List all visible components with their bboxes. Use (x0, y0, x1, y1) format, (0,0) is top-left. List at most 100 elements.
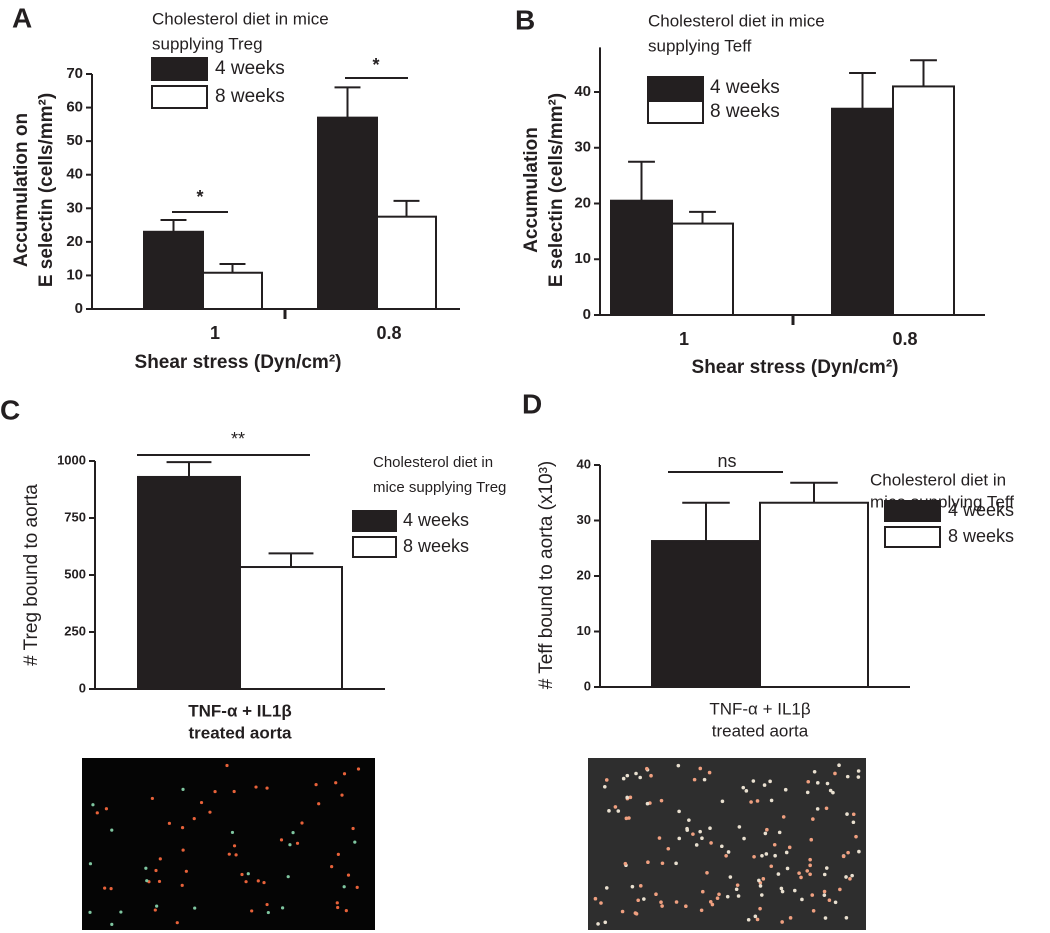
cell-dot (353, 840, 357, 844)
panel-letter: C (0, 394, 20, 425)
cell-dot (154, 868, 158, 873)
cell-dot (158, 857, 162, 861)
cell-dot (822, 872, 827, 877)
cell-dot (736, 894, 741, 898)
y-tick-label: 750 (64, 509, 86, 524)
cell-dot (181, 848, 185, 852)
significance-label: * (372, 55, 379, 75)
cell-dot (340, 793, 344, 797)
y-axis-label: # Teff bound to aorta (x10³) (536, 461, 557, 690)
y-tick-label: 0 (75, 300, 83, 317)
y-tick-label: 0 (79, 680, 86, 695)
cell-dot (645, 801, 650, 806)
cell-dot (734, 887, 739, 892)
cell-dot (777, 830, 782, 835)
cell-dot (765, 827, 769, 832)
significance-label: ns (717, 451, 736, 471)
cell-dot (625, 795, 629, 800)
y-axis-label: Accumulation on (11, 113, 32, 267)
cell-dot (773, 853, 777, 858)
cell-dot (823, 916, 828, 920)
cell-dot (110, 922, 114, 926)
cell-dot (687, 818, 691, 822)
cell-dot (808, 872, 812, 877)
cell-dot (342, 772, 347, 776)
micrograph-cells (88, 763, 861, 926)
cell-dot (356, 767, 361, 771)
cell-dot (720, 799, 725, 804)
cell-dot (810, 893, 815, 897)
cell-dot (646, 860, 650, 865)
cell-dot (110, 828, 114, 832)
cell-dot (119, 910, 123, 914)
cell-dot (180, 826, 185, 830)
cell-dot (783, 787, 788, 792)
cell-dot (825, 781, 830, 786)
cell-dot (604, 778, 609, 782)
cell-dot (781, 815, 786, 819)
cell-dot (604, 886, 609, 890)
cell-dot (808, 857, 812, 862)
cell-dot (344, 909, 348, 913)
legend-swatch (151, 57, 208, 81)
x-tick-label: 1 (210, 323, 220, 343)
cell-dot (812, 770, 817, 774)
cell-dot (751, 779, 756, 783)
cell-dot (620, 909, 625, 914)
cell-dot (88, 910, 92, 914)
cell-dot (854, 834, 858, 839)
cell-dot (603, 784, 607, 789)
cell-dot (757, 878, 761, 883)
y-axis-label: # Treg bound to aorta (21, 484, 42, 666)
y-tick-label: 20 (574, 194, 591, 211)
legend-label: 8 weeks (948, 526, 1014, 546)
cell-dot (784, 850, 789, 855)
x-tick-label: 1 (679, 329, 689, 349)
y-tick-label: 30 (577, 512, 591, 527)
y-tick-label: 500 (64, 566, 86, 581)
cell-dot (806, 779, 811, 784)
y-axis-label: E selectin (cells/mm²) (546, 93, 567, 287)
cell-dot (246, 872, 250, 876)
cell-dot (660, 861, 665, 866)
cell-dot (286, 875, 290, 879)
cell-dot (175, 921, 179, 925)
cell-dot (708, 826, 712, 831)
cell-dot (833, 771, 837, 776)
cell-dot (761, 877, 766, 881)
cell-dot (837, 763, 841, 768)
cell-dot (240, 872, 244, 877)
cell-dot (705, 871, 709, 875)
legend-swatch (884, 500, 941, 522)
cell-dot (167, 821, 172, 825)
cell-dot (596, 922, 600, 926)
cell-dot (780, 889, 785, 894)
cell-dot (715, 896, 720, 900)
cell-dot (599, 901, 603, 905)
cell-dot (758, 906, 762, 911)
cell-dot (709, 841, 713, 845)
cell-dot (811, 909, 816, 913)
cell-dot (726, 850, 731, 854)
cell-dot (330, 865, 334, 869)
cell-dot (262, 880, 266, 885)
y-tick-label: 10 (66, 266, 83, 283)
cell-dot (753, 914, 758, 919)
y-tick-label: 40 (66, 166, 83, 183)
cell-dot (764, 852, 769, 856)
cell-dot (848, 877, 852, 881)
cell-dot (227, 852, 231, 856)
cell-dot (844, 915, 849, 920)
cell-dot (616, 809, 621, 813)
cell-dot (724, 853, 728, 858)
cell-dot (636, 898, 640, 903)
cell-dot (850, 873, 854, 878)
cell-dot (698, 829, 702, 834)
cell-dot (735, 883, 740, 887)
cell-dot (809, 837, 814, 842)
x-axis-label: Shear stress (Dyn/cm²) (135, 352, 342, 373)
cell-dot (824, 806, 829, 811)
cell-dot (634, 771, 638, 776)
cell-dot (827, 898, 832, 903)
legend-swatch (352, 536, 397, 558)
